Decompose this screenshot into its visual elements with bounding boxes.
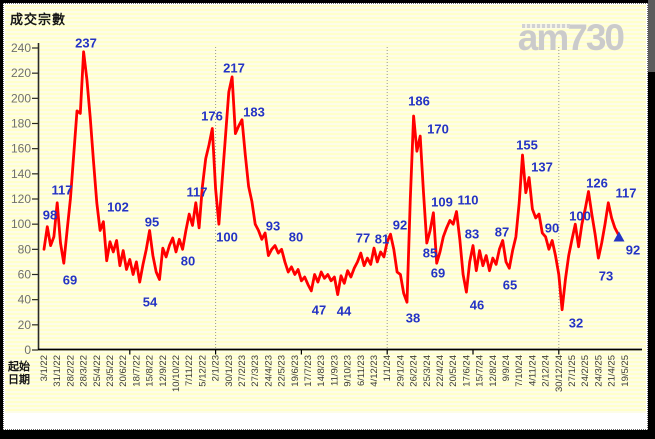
x-axis-title: 起始 日期 — [8, 361, 30, 387]
chart-panel-background — [5, 5, 646, 413]
chart-window: 成交宗數 am730 起始 日期 — [3, 3, 648, 430]
x-axis-title-line1: 起始 — [8, 361, 30, 373]
x-axis-title-line2: 日期 — [8, 374, 30, 386]
watermark-am730: am730 — [518, 16, 625, 60]
window-edge-artifact — [648, 0, 655, 72]
watermark-slogan — [521, 24, 570, 28]
chart-title: 成交宗數 — [10, 12, 67, 27]
